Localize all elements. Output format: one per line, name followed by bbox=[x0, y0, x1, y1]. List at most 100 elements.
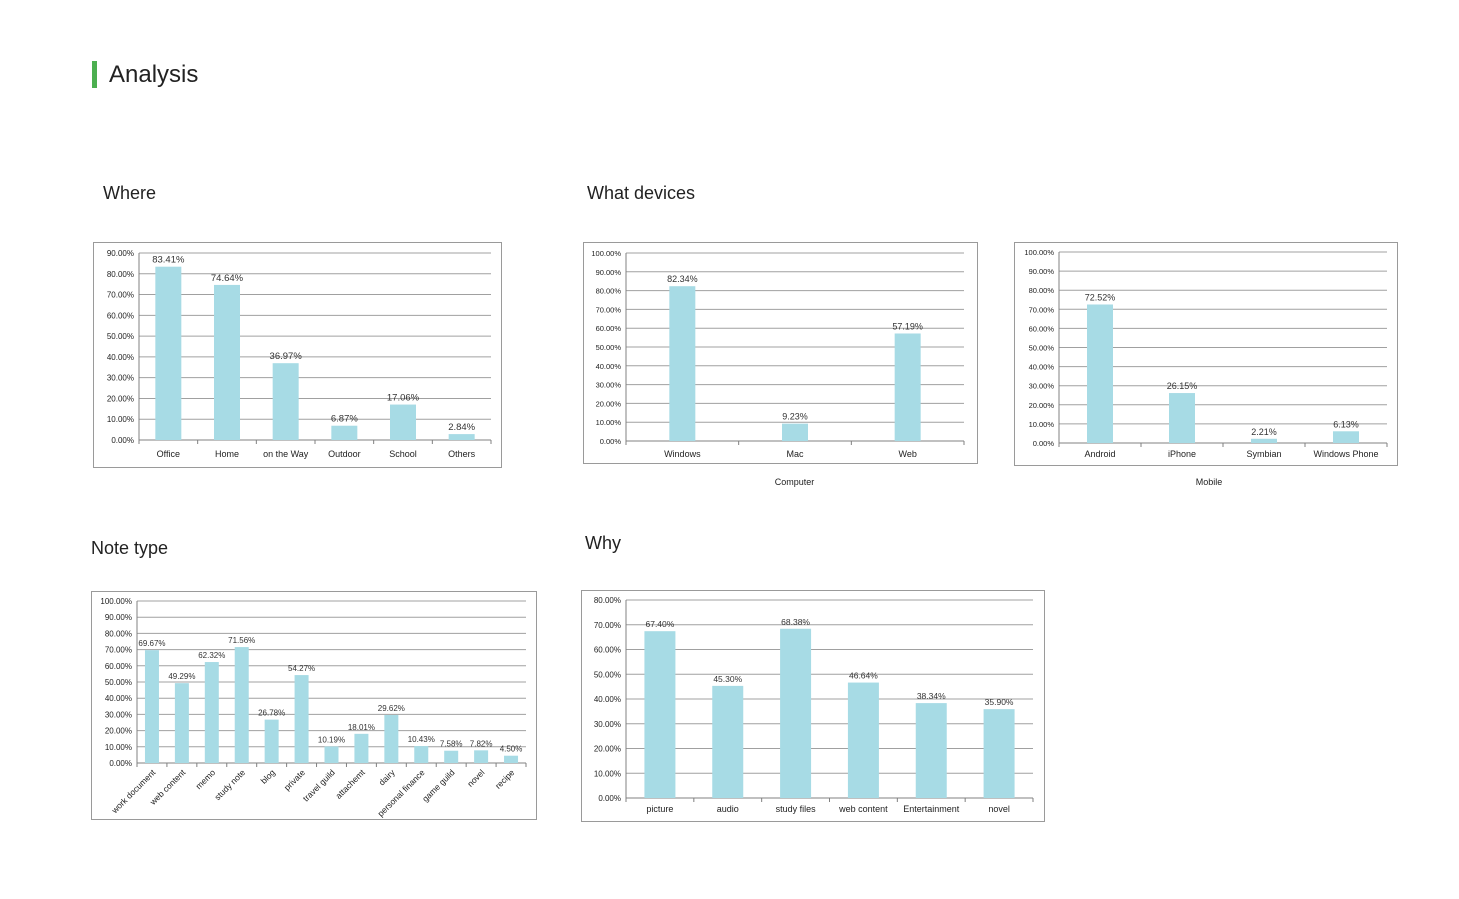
x-category-label: audio bbox=[717, 804, 739, 814]
bar-note_type-5 bbox=[294, 675, 309, 763]
y-tick-label: 60.00% bbox=[107, 311, 134, 320]
data-label: 26.78% bbox=[258, 709, 285, 718]
data-label: 83.41% bbox=[152, 255, 185, 266]
y-tick-label: 30.00% bbox=[105, 710, 132, 719]
data-label: 9.23% bbox=[782, 412, 808, 422]
data-label: 6.13% bbox=[1333, 419, 1359, 429]
data-label: 2.84% bbox=[448, 422, 475, 433]
x-category-label: dairy bbox=[377, 767, 398, 788]
y-tick-label: 0.00% bbox=[111, 436, 134, 445]
chart-why-svg: 0.00% 10.00% 20.00% 30.00% 40.00% 50.00% 60.00… bbox=[594, 596, 1034, 814]
bar-why-0 bbox=[644, 631, 676, 798]
x-category-label: Windows Phone bbox=[1313, 449, 1378, 459]
x-category-label: work document bbox=[109, 767, 158, 816]
x-category-label: Mac bbox=[786, 449, 804, 459]
y-tick-label: 20.00% bbox=[105, 727, 132, 736]
x-category-label: Others bbox=[448, 449, 476, 459]
y-tick-label: 40.00% bbox=[1029, 363, 1055, 372]
bar-computer-0 bbox=[669, 286, 696, 441]
y-tick-label: 40.00% bbox=[596, 362, 622, 371]
data-label: 7.82% bbox=[470, 739, 493, 748]
x-category-label: School bbox=[389, 449, 417, 459]
data-label: 26.15% bbox=[1167, 381, 1198, 391]
chart-mobile: 0.00% 10.00% 20.00% 30.00% 40.00% 50.00% 60.00… bbox=[1014, 242, 1398, 466]
y-tick-label: 20.00% bbox=[594, 745, 621, 754]
bar-where-0 bbox=[155, 266, 182, 440]
data-label: 17.06% bbox=[387, 393, 420, 404]
x-category-label: blog bbox=[259, 767, 278, 786]
bar-computer-1 bbox=[782, 423, 808, 441]
bar-where-5 bbox=[448, 434, 475, 440]
y-tick-label: 0.00% bbox=[1033, 439, 1055, 448]
bar-where-1 bbox=[214, 284, 240, 440]
x-category-label: web content bbox=[838, 804, 888, 814]
x-category-label: study note bbox=[212, 767, 247, 802]
x-category-label: on the Way bbox=[263, 449, 309, 459]
bar-note_type-0 bbox=[144, 650, 159, 763]
data-label: 54.27% bbox=[288, 664, 315, 673]
bar-note_type-2 bbox=[204, 662, 219, 763]
y-tick-label: 80.00% bbox=[105, 629, 132, 638]
y-tick-label: 90.00% bbox=[596, 268, 622, 277]
section-title-devices: What devices bbox=[587, 183, 696, 203]
data-label: 45.30% bbox=[713, 674, 742, 684]
data-label: 49.29% bbox=[168, 672, 195, 681]
y-tick-label: 70.00% bbox=[105, 646, 132, 655]
data-label: 69.67% bbox=[138, 639, 165, 648]
y-tick-label: 30.00% bbox=[594, 720, 621, 729]
y-tick-label: 40.00% bbox=[594, 695, 621, 704]
chart-where-svg: 0.00% 10.00% 20.00% 30.00% 40.00% 50.00% 60.00… bbox=[107, 249, 492, 459]
caption-computer: Computer bbox=[774, 477, 815, 487]
y-tick-label: 10.00% bbox=[594, 769, 621, 778]
y-tick-label: 80.00% bbox=[107, 270, 134, 279]
data-label: 36.97% bbox=[270, 351, 303, 362]
data-label: 82.34% bbox=[667, 274, 698, 284]
data-label: 46.64% bbox=[849, 671, 878, 681]
y-tick-label: 60.00% bbox=[1029, 324, 1055, 333]
chart-note-type: 0.00% 10.00% 20.00% 30.00% 40.00% 50.00% 60.00… bbox=[91, 591, 537, 820]
x-category-label: novel bbox=[988, 804, 1010, 814]
y-tick-label: 50.00% bbox=[105, 678, 132, 687]
x-category-label: Web bbox=[898, 449, 916, 459]
y-tick-label: 60.00% bbox=[596, 324, 622, 333]
y-tick-label: 10.00% bbox=[1029, 420, 1055, 429]
y-tick-label: 30.00% bbox=[107, 374, 134, 383]
bar-why-1 bbox=[712, 685, 744, 798]
bar-note_type-11 bbox=[474, 750, 489, 763]
bar-why-4 bbox=[915, 703, 947, 798]
y-tick-label: 70.00% bbox=[107, 291, 134, 300]
data-label: 10.43% bbox=[408, 735, 435, 744]
y-tick-label: 100.00% bbox=[591, 249, 621, 258]
x-category-label: iPhone bbox=[1168, 449, 1196, 459]
y-tick-label: 30.00% bbox=[1029, 382, 1055, 391]
bar-where-3 bbox=[331, 425, 358, 440]
y-tick-label: 70.00% bbox=[594, 621, 621, 630]
bar-why-5 bbox=[983, 709, 1015, 798]
bar-mobile-2 bbox=[1251, 438, 1277, 443]
y-tick-label: 40.00% bbox=[107, 353, 134, 362]
x-category-label: study files bbox=[776, 804, 817, 814]
bar-note_type-12 bbox=[504, 755, 519, 763]
x-category-label: novel bbox=[465, 767, 487, 789]
data-label: 38.34% bbox=[917, 691, 946, 701]
chart-computer: 0.00% 10.00% 20.00% 30.00% 40.00% 50.00% 60.00… bbox=[583, 242, 978, 464]
y-tick-label: 50.00% bbox=[107, 332, 134, 341]
chart-why: 0.00% 10.00% 20.00% 30.00% 40.00% 50.00% 60.00… bbox=[581, 590, 1045, 822]
bar-computer-2 bbox=[894, 333, 921, 441]
bar-where-2 bbox=[272, 363, 299, 440]
data-label: 57.19% bbox=[892, 321, 923, 331]
x-category-label: Windows bbox=[664, 449, 701, 459]
x-category-label: Home bbox=[215, 449, 239, 459]
x-category-label: Entertainment bbox=[903, 804, 960, 814]
bar-note_type-6 bbox=[324, 746, 339, 763]
bar-note_type-9 bbox=[414, 746, 429, 763]
x-category-label: game guild bbox=[420, 767, 457, 804]
y-tick-label: 0.00% bbox=[600, 437, 622, 446]
data-label: 71.56% bbox=[228, 636, 255, 645]
data-label: 67.40% bbox=[645, 619, 674, 629]
chart-note-type-svg: 0.00% 10.00% 20.00% 30.00% 40.00% 50.00% 60.00… bbox=[100, 597, 527, 819]
x-category-label: private bbox=[282, 767, 307, 792]
y-tick-label: 100.00% bbox=[100, 597, 132, 606]
bar-where-4 bbox=[390, 404, 416, 440]
y-tick-label: 0.00% bbox=[598, 794, 621, 803]
